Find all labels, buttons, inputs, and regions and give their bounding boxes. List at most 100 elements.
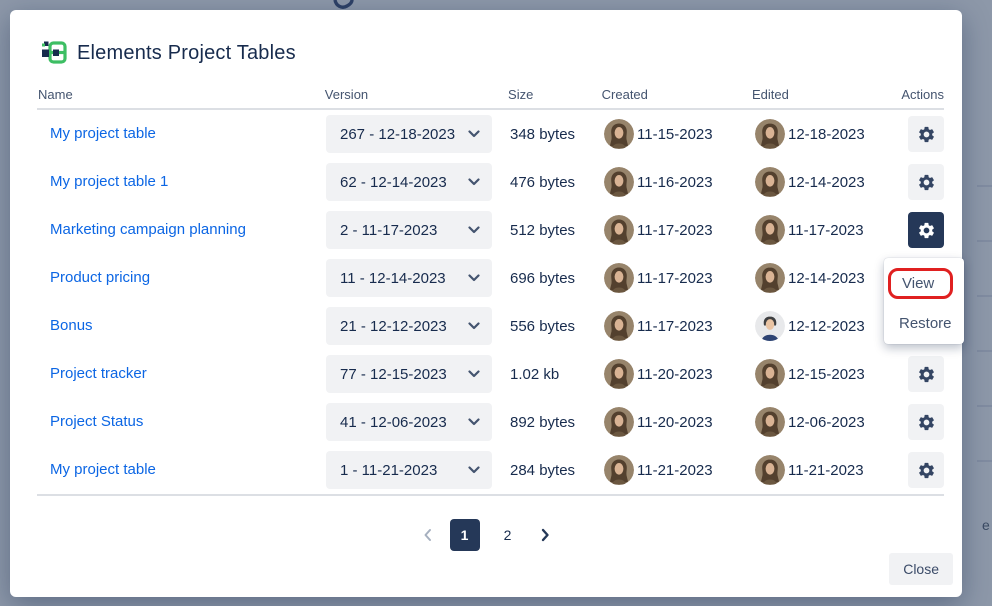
size-value: 348 bytes [510,125,576,143]
table-row: Marketing campaign planning 2 - 11-17-20… [37,206,944,254]
actions-gear-button[interactable] [908,116,944,152]
edited-date: 12-14-2023 [788,173,865,191]
chevron-down-icon [468,466,480,474]
chevron-left-icon [424,529,431,541]
creator-avatar [604,359,634,389]
table-body: My project table 267 - 12-18-2023 348 by… [37,110,944,496]
version-select[interactable]: 62 - 12-14-2023 [326,163,492,201]
modal-title: Elements Project Tables [77,41,296,64]
chevron-down-icon [468,370,480,378]
column-header-edited: Edited [752,87,789,102]
actions-dropdown-menu: View Restore [884,258,964,344]
table-row: My project table 1 62 - 12-14-2023 476 b… [37,158,944,206]
gear-icon [918,126,934,142]
actions-gear-button[interactable] [908,164,944,200]
pagination-prev-button[interactable] [419,526,437,544]
background-row-line [977,405,992,407]
version-select[interactable]: 1 - 11-21-2023 [326,451,492,489]
created-date: 11-15-2023 [637,125,713,143]
pagination-page-2[interactable]: 2 [493,519,523,551]
size-value: 556 bytes [510,317,576,335]
creator-avatar [604,119,634,149]
edited-date: 12-15-2023 [788,365,865,383]
size-value: 512 bytes [510,221,576,239]
chevron-down-icon [468,226,480,234]
chevron-down-icon [468,322,480,330]
edited-date: 11-17-2023 [788,221,864,239]
column-header-name: Name [38,87,73,102]
gear-icon [918,414,934,430]
gear-icon [918,462,934,478]
created-date: 11-20-2023 [637,413,713,431]
menu-item-restore[interactable]: Restore [899,315,952,332]
table-row: My project table 1 - 11-21-2023 284 byte… [37,446,944,494]
version-select[interactable]: 267 - 12-18-2023 [326,115,492,153]
elements-app-icon [42,41,67,64]
creator-avatar [604,167,634,197]
edited-date: 12-18-2023 [788,125,865,143]
column-header-version: Version [324,87,369,102]
pagination-next-button[interactable] [536,526,554,544]
menu-item-view[interactable]: View [888,268,953,299]
background-row-line [977,295,992,297]
version-select[interactable]: 21 - 12-12-2023 [326,307,492,345]
project-tables-modal: Elements Project Tables Name Version Siz… [10,10,964,597]
pagination: 1 2 [10,519,962,551]
created-date: 11-20-2023 [637,365,713,383]
table-header-row: Name Version Size Created Edited Actions [37,80,944,110]
creator-avatar [604,215,634,245]
creator-avatar [604,311,634,341]
column-header-actions: Actions [901,87,945,102]
table-name-link[interactable]: My project table [50,461,156,478]
gear-icon [918,174,934,190]
table-name-link[interactable]: Project tracker [50,365,147,382]
chevron-down-icon [468,130,480,138]
pagination-page-1[interactable]: 1 [449,519,480,551]
chevron-down-icon [468,274,480,282]
actions-gear-button-active[interactable] [908,212,944,248]
actions-gear-button[interactable] [908,404,944,440]
version-select[interactable]: 2 - 11-17-2023 [326,211,492,249]
table-name-link[interactable]: My project table 1 [50,173,169,190]
version-select[interactable]: 11 - 12-14-2023 [326,259,492,297]
size-value: 1.02 kb [510,365,560,383]
creator-avatar [604,455,634,485]
creator-avatar [604,263,634,293]
created-date: 11-16-2023 [637,173,713,191]
background-row-line [977,185,992,187]
size-value: 476 bytes [510,173,576,191]
size-value: 284 bytes [510,461,576,479]
table-name-link[interactable]: Bonus [50,317,93,334]
background-text-fragment: e [982,517,990,533]
actions-gear-button[interactable] [908,452,944,488]
background-row-line [977,240,992,242]
edited-date: 12-14-2023 [788,269,865,287]
actions-gear-button[interactable] [908,356,944,392]
version-select[interactable]: 77 - 12-15-2023 [326,355,492,393]
close-button[interactable]: Close [889,553,953,585]
background-text-fragment [333,0,354,9]
editor-avatar [755,167,785,197]
column-header-created: Created [601,87,648,102]
table-name-link[interactable]: Marketing campaign planning [50,221,246,238]
table-name-link[interactable]: Project Status [50,413,144,430]
table-name-link[interactable]: My project table [50,125,156,142]
creator-avatar [604,407,634,437]
table-row: Bonus 21 - 12-12-2023 556 bytes 11-17-20… [37,302,944,350]
version-select[interactable]: 41 - 12-06-2023 [326,403,492,441]
background-row-line [977,460,992,462]
editor-avatar [755,215,785,245]
table-name-link[interactable]: Product pricing [50,269,151,286]
editor-avatar [755,263,785,293]
edited-date: 11-21-2023 [788,461,864,479]
editor-avatar [755,455,785,485]
chevron-down-icon [468,178,480,186]
gear-icon [918,366,934,382]
table-row: My project table 267 - 12-18-2023 348 by… [37,110,944,158]
editor-avatar [755,359,785,389]
modal-header: Elements Project Tables [40,40,296,66]
created-date: 11-17-2023 [637,221,713,239]
edited-date: 12-06-2023 [788,413,865,431]
created-date: 11-17-2023 [637,269,713,287]
gear-icon [918,222,934,238]
